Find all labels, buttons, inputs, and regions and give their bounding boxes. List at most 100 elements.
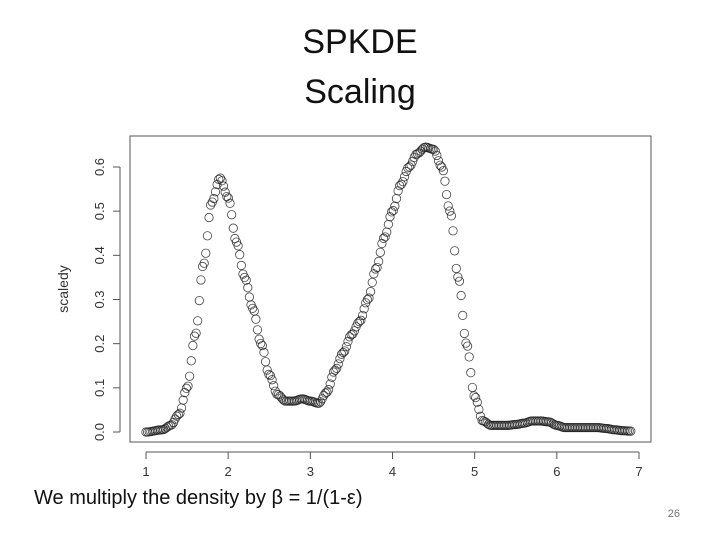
data-point: [260, 357, 271, 367]
data-point: [469, 391, 479, 401]
y-tick-label: 0.3: [92, 290, 107, 308]
data-point: [366, 287, 376, 297]
data-point: [167, 420, 177, 430]
y-tick-label: 0.4: [92, 246, 107, 264]
data-point: [176, 403, 187, 413]
data-point: [448, 226, 458, 236]
data-point: [390, 201, 400, 211]
data-point: [324, 385, 334, 395]
data-point: [453, 272, 463, 282]
data-point: [391, 194, 402, 204]
data-point: [429, 144, 439, 154]
data-point: [433, 156, 444, 166]
data-point: [472, 397, 482, 407]
data-point: [357, 310, 368, 321]
data-point: [362, 295, 372, 305]
y-tick-label: 0.1: [92, 379, 107, 397]
data-point: [256, 338, 266, 349]
data-point: [375, 247, 385, 257]
data-point: [369, 269, 379, 279]
data-point: [173, 409, 183, 420]
data-point: [235, 250, 245, 260]
data-point: [475, 411, 486, 421]
data-point: [404, 162, 414, 172]
data-point: [464, 352, 474, 362]
data-point: [370, 264, 381, 274]
data-point: [377, 238, 387, 249]
data-point: [277, 393, 287, 403]
y-tick-label: 0.5: [92, 202, 107, 220]
data-point: [462, 341, 473, 351]
data-point: [356, 315, 366, 325]
data-point: [354, 317, 364, 327]
data-point: [336, 349, 347, 359]
data-point: [204, 212, 214, 223]
data-point: [209, 193, 219, 204]
data-point: [467, 382, 478, 393]
data-point: [456, 290, 466, 301]
data-point: [252, 325, 263, 335]
data-point: [396, 179, 406, 190]
data-point: [445, 206, 455, 216]
data-point: [335, 354, 345, 364]
slide-title-line2: Scaling: [304, 73, 416, 111]
data-point: [474, 404, 484, 414]
x-tick-label: 1: [142, 464, 149, 479]
data-point: [270, 386, 280, 396]
data-point: [435, 160, 445, 170]
data-point: [341, 342, 351, 352]
data-point: [325, 379, 335, 389]
data-point: [383, 219, 393, 230]
data-point: [259, 347, 269, 357]
data-point: [315, 397, 326, 407]
data-point: [380, 232, 390, 242]
data-point: [243, 283, 253, 293]
data-point: [189, 331, 200, 341]
data-point: [441, 189, 452, 200]
data-point: [451, 263, 461, 274]
data-point: [201, 248, 211, 258]
data-point: [385, 212, 395, 222]
data-point: [241, 275, 251, 285]
x-tick-label: 7: [635, 464, 642, 479]
data-point: [244, 292, 255, 302]
data-point: [183, 381, 193, 391]
data-point: [172, 411, 182, 421]
data-point: [178, 395, 188, 405]
x-tick-label: 4: [389, 464, 396, 479]
data-point: [217, 176, 227, 186]
y-tick-label: 0.0: [92, 423, 107, 441]
data-point: [330, 365, 340, 375]
x-tick-label: 5: [471, 464, 478, 479]
y-axis-title: scaledy: [55, 265, 71, 312]
data-point: [372, 262, 382, 273]
data-point: [322, 387, 332, 397]
data-point: [461, 338, 471, 348]
data-point: [382, 227, 392, 237]
data-point: [206, 200, 216, 210]
y-tick-label: 0.2: [92, 335, 107, 353]
data-point: [210, 187, 221, 197]
plot-frame: [129, 135, 652, 443]
data-point: [378, 233, 389, 243]
data-point: [202, 231, 213, 241]
data-point: [364, 293, 374, 303]
data-point: [332, 363, 342, 373]
data-point: [320, 388, 330, 398]
data-point: [349, 326, 360, 336]
data-point: [367, 277, 377, 288]
data-point: [545, 417, 555, 427]
data-point: [458, 310, 468, 320]
slide-caption: We multiply the density by β = 1/(1-ε): [34, 487, 363, 509]
data-point: [466, 368, 476, 378]
x-tick-label: 3: [307, 464, 314, 479]
x-tick-label: 2: [225, 464, 232, 479]
data-point: [239, 272, 250, 283]
data-point: [185, 371, 195, 381]
data-point: [254, 334, 264, 344]
data-point: [196, 275, 206, 285]
data-point: [479, 416, 489, 426]
data-point: [170, 414, 180, 424]
data-point: [547, 418, 557, 428]
